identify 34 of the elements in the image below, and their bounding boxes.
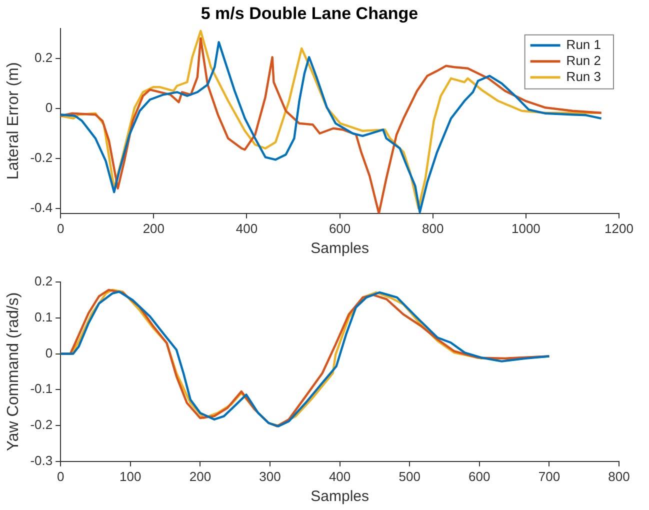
x-axis-title: Samples xyxy=(310,488,369,506)
y-tick-label: -0.2 xyxy=(30,417,53,432)
legend-label: Run 3 xyxy=(566,68,602,84)
x-tick-label: 700 xyxy=(538,468,560,484)
x-tick-label: 400 xyxy=(328,468,351,484)
y-tick-label: -0.1 xyxy=(30,381,53,396)
chart-title: 5 m/s Double Lane Change xyxy=(200,4,418,23)
y-tick-label: -0.2 xyxy=(30,150,53,165)
x-tick-label: 100 xyxy=(120,468,142,484)
legend-label: Run 2 xyxy=(566,52,602,68)
x-tick-label: 1000 xyxy=(511,220,540,236)
legend-label: Run 1 xyxy=(566,36,602,52)
x-tick-label: 300 xyxy=(259,468,281,484)
x-tick-label: 0 xyxy=(56,220,64,236)
x-tick-label: 400 xyxy=(236,220,258,236)
y-tick-label: 0.2 xyxy=(34,50,53,65)
x-tick-label: 800 xyxy=(422,220,444,236)
y-tick-label: -0.4 xyxy=(30,200,53,215)
x-tick-label: 200 xyxy=(142,220,165,236)
y-tick-label: 0.2 xyxy=(34,274,53,289)
x-axis-title: Samples xyxy=(310,240,369,258)
x-tick-label: 800 xyxy=(608,468,630,484)
x-tick-label: 500 xyxy=(398,468,420,484)
y-tick-label: 0.1 xyxy=(34,309,53,324)
y-tick-label: 0 xyxy=(45,345,53,360)
y-axis-title: Yaw Command (rad/s) xyxy=(5,292,22,452)
y-tick-label: -0.3 xyxy=(30,452,53,468)
x-tick-label: 600 xyxy=(468,468,490,484)
x-tick-label: 600 xyxy=(328,220,351,236)
x-tick-label: 200 xyxy=(189,468,212,484)
y-tick-label: 0 xyxy=(45,100,53,115)
x-tick-label: 1200 xyxy=(604,220,634,236)
x-tick-label: 0 xyxy=(56,468,64,484)
y-axis-title: Lateral Error (m) xyxy=(5,62,22,180)
